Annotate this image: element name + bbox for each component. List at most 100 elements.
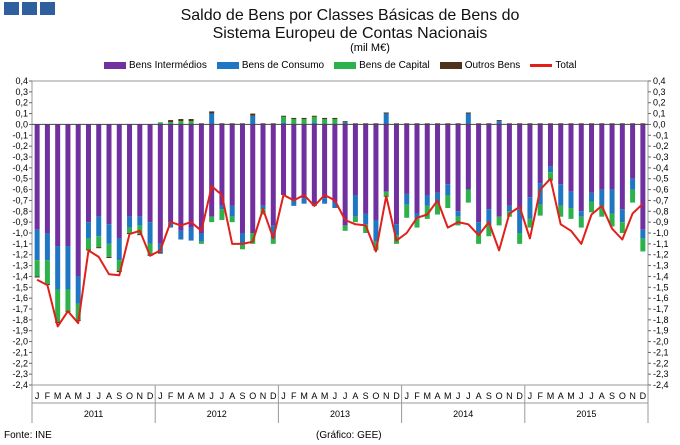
bar-segment — [558, 184, 564, 206]
bar-segment — [55, 246, 61, 290]
x-tick-label-month: O — [496, 391, 503, 401]
bar-segment — [506, 124, 512, 206]
bar-segment — [414, 124, 420, 214]
bar-segment — [178, 124, 184, 231]
bar-segment — [517, 124, 523, 210]
bar-segment — [188, 121, 194, 125]
bar-segment — [65, 124, 71, 247]
bar-segment — [414, 123, 420, 125]
bar-segment — [537, 204, 543, 216]
bar-segment — [578, 211, 584, 217]
x-tick-label-month: J — [281, 391, 286, 401]
x-tick-label-month: J — [404, 391, 409, 401]
x-tick-label-month: N — [260, 391, 267, 401]
bar-segment — [373, 219, 379, 242]
bar-segment — [209, 216, 215, 223]
x-tick-label-month: S — [363, 391, 369, 401]
bar-segment — [547, 124, 553, 167]
x-tick-label-month: A — [352, 391, 358, 401]
bar-segment — [486, 124, 492, 210]
x-tick-label-month: M — [74, 391, 82, 401]
bar-segment — [558, 123, 564, 125]
x-tick-label-month: S — [116, 391, 122, 401]
bar-segment — [527, 123, 533, 125]
logo — [4, 2, 55, 15]
y-tick-label-right: -2,3 — [653, 369, 669, 379]
bar-segment — [188, 124, 194, 228]
bar-segment — [137, 234, 143, 236]
logo-square-1 — [4, 2, 19, 15]
bar-segment — [127, 124, 133, 217]
bar-segment — [414, 218, 420, 228]
bar-segment — [75, 303, 81, 320]
bar-segment — [476, 222, 482, 233]
bar-segment — [85, 238, 91, 250]
x-tick-label-month: D — [640, 391, 647, 401]
bar-segment — [383, 191, 389, 198]
bar-segment — [219, 123, 225, 125]
x-tick-label-month: J — [343, 391, 348, 401]
bar-segment — [198, 124, 204, 233]
bar-segment — [75, 124, 81, 277]
bar-segment — [352, 195, 358, 217]
y-tick-label-right: 0,4 — [653, 76, 666, 86]
bar-segment — [568, 191, 574, 209]
bar-segment — [229, 123, 235, 125]
bar-segment — [609, 123, 615, 125]
y-tick-label-left: 0,0 — [15, 119, 28, 129]
bar-segment — [486, 123, 492, 125]
bar-segment — [619, 209, 625, 223]
source-note: Fonte: INE — [4, 430, 52, 441]
y-tick-label-left: -1,1 — [12, 239, 28, 249]
bar-segment — [106, 243, 112, 257]
bar-segment — [229, 205, 235, 217]
x-tick-label-month: J — [589, 391, 594, 401]
y-tick-label-left: -1,8 — [12, 315, 28, 325]
bar-segment — [435, 124, 441, 193]
x-tick-label-month: M — [198, 391, 206, 401]
bar-segment — [599, 123, 605, 125]
x-tick-label-month: N — [383, 391, 390, 401]
bar-segment — [270, 225, 276, 239]
bar-segment — [55, 124, 61, 247]
x-tick-label-month: D — [270, 391, 277, 401]
bar-segment — [147, 124, 153, 223]
bar-segment — [640, 123, 646, 125]
bar-segment — [116, 238, 122, 261]
x-tick-label-month: O — [126, 391, 133, 401]
bar-segment — [342, 121, 348, 123]
x-tick-label-month: J — [86, 391, 91, 401]
bar-segment — [239, 123, 245, 125]
bar-segment — [363, 224, 369, 233]
bar-segment — [435, 192, 441, 204]
bar-segment — [44, 260, 50, 285]
x-tick-label-month: A — [599, 391, 605, 401]
x-tick-label-year: 2013 — [330, 409, 350, 419]
bar-segment — [239, 243, 245, 250]
bar-segment — [85, 222, 91, 239]
bar-segment — [301, 119, 307, 125]
legend-line — [530, 64, 553, 67]
legend-label: Total — [555, 60, 577, 71]
x-tick-label-month: A — [435, 391, 441, 401]
bar-segment — [342, 122, 348, 125]
bar-segment — [44, 233, 50, 261]
bar-segment — [55, 289, 61, 323]
bar-segment — [465, 113, 471, 125]
bar-segment — [137, 225, 143, 235]
bar-segment — [332, 119, 338, 125]
bar-segment — [455, 123, 461, 125]
bar-segment — [455, 211, 461, 217]
y-tick-label-right: 0,3 — [653, 87, 666, 97]
bar-segment — [383, 112, 389, 114]
plot-frame — [31, 80, 649, 386]
bar-segment — [568, 124, 574, 192]
bar-segment — [424, 123, 430, 125]
y-tick-label-left: -0,1 — [12, 130, 28, 140]
bar-segment — [198, 233, 204, 242]
y-tick-label-right: -0,7 — [653, 195, 669, 205]
y-tick-label-left: -2,3 — [12, 369, 28, 379]
y-tick-label-left: -1,0 — [12, 228, 28, 238]
bar-segment — [219, 205, 225, 210]
